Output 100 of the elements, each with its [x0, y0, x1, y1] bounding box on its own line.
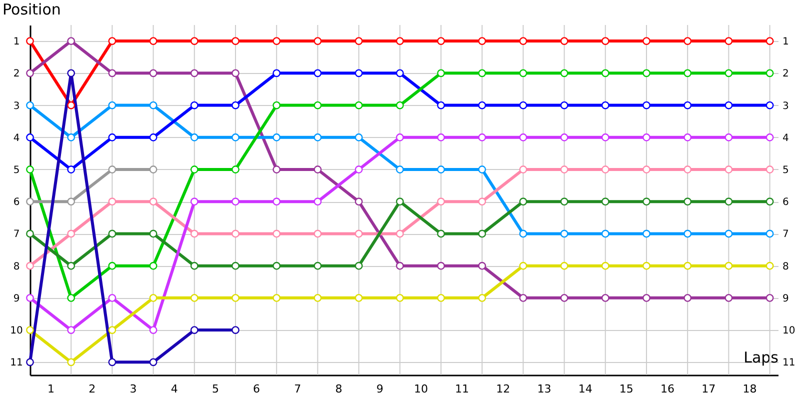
point	[519, 37, 528, 45]
point	[67, 326, 76, 334]
point	[232, 166, 240, 174]
point	[642, 101, 650, 110]
point	[272, 133, 281, 142]
point	[766, 133, 774, 142]
point	[67, 262, 76, 270]
point	[396, 101, 404, 110]
point	[560, 262, 568, 270]
x-tick-label: 1	[48, 382, 55, 396]
point	[766, 37, 774, 45]
point	[478, 37, 486, 45]
x-tick-label: 2	[88, 382, 96, 396]
point	[684, 133, 692, 142]
point	[601, 101, 610, 110]
point	[684, 230, 692, 238]
point	[232, 69, 240, 78]
point	[396, 262, 404, 270]
point	[149, 166, 158, 174]
point	[26, 133, 34, 142]
point	[149, 262, 158, 270]
point	[478, 230, 486, 238]
point	[190, 37, 198, 45]
y2-tick-label: 9	[782, 293, 789, 304]
point	[560, 37, 568, 45]
point	[766, 101, 774, 110]
x-tick-label: 10	[414, 382, 428, 396]
point	[26, 198, 34, 206]
point	[232, 198, 240, 206]
point	[642, 294, 650, 302]
point	[149, 133, 158, 142]
x-tick-label: 6	[253, 382, 260, 396]
point	[684, 262, 692, 270]
y-tick-label: 4	[13, 132, 20, 144]
point	[724, 101, 733, 110]
point	[354, 166, 363, 174]
point	[560, 69, 568, 78]
point	[560, 101, 568, 110]
point	[108, 230, 116, 238]
point	[272, 198, 281, 206]
x-tick-label: 3	[130, 382, 137, 396]
x-tick-label: 15	[619, 382, 634, 396]
point	[354, 230, 363, 238]
y2-tick-label: 1	[782, 36, 789, 48]
point	[190, 326, 198, 334]
y-tick-label: 2	[13, 68, 20, 80]
point	[396, 166, 404, 174]
point	[314, 166, 322, 174]
point	[519, 69, 528, 78]
point	[601, 69, 610, 78]
point	[26, 230, 34, 238]
point	[601, 230, 610, 238]
point	[437, 69, 445, 78]
point	[766, 69, 774, 78]
y2-tick-label: 11	[782, 358, 796, 369]
point	[67, 133, 76, 142]
point	[232, 294, 240, 302]
point	[108, 37, 116, 45]
point	[766, 294, 774, 302]
point	[478, 101, 486, 110]
y-tick-label: 5	[13, 164, 20, 176]
y-tick-label: 7	[13, 229, 20, 240]
point	[314, 69, 322, 78]
point	[642, 262, 650, 270]
point	[67, 358, 76, 366]
point	[601, 133, 610, 142]
point	[601, 166, 610, 174]
point	[560, 166, 568, 174]
point	[67, 69, 76, 78]
x-tick-label: 16	[660, 382, 675, 396]
y2-tick-label: 4	[782, 132, 789, 144]
point	[232, 326, 240, 334]
point	[478, 198, 486, 206]
point	[149, 358, 158, 366]
point	[642, 133, 650, 142]
point	[766, 230, 774, 238]
point	[354, 294, 363, 302]
x-tick-label: 8	[335, 382, 342, 396]
y2-tick-label: 2	[782, 68, 789, 80]
point	[642, 69, 650, 78]
point	[190, 294, 198, 302]
point	[314, 230, 322, 238]
point	[190, 262, 198, 270]
x-tick-label: 18	[742, 382, 757, 396]
x-tick-label: 7	[294, 382, 302, 396]
point	[560, 198, 568, 206]
x-tick-label: 4	[170, 382, 178, 396]
point	[478, 133, 486, 142]
point	[601, 262, 610, 270]
point	[149, 294, 158, 302]
point	[724, 294, 733, 302]
point	[437, 37, 445, 45]
y-tick-label: 1	[13, 36, 20, 48]
point	[560, 294, 568, 302]
point	[190, 230, 198, 238]
point	[601, 294, 610, 302]
point	[108, 358, 116, 366]
point	[478, 166, 486, 174]
point	[232, 262, 240, 270]
y2-tick-label: 8	[782, 261, 789, 272]
